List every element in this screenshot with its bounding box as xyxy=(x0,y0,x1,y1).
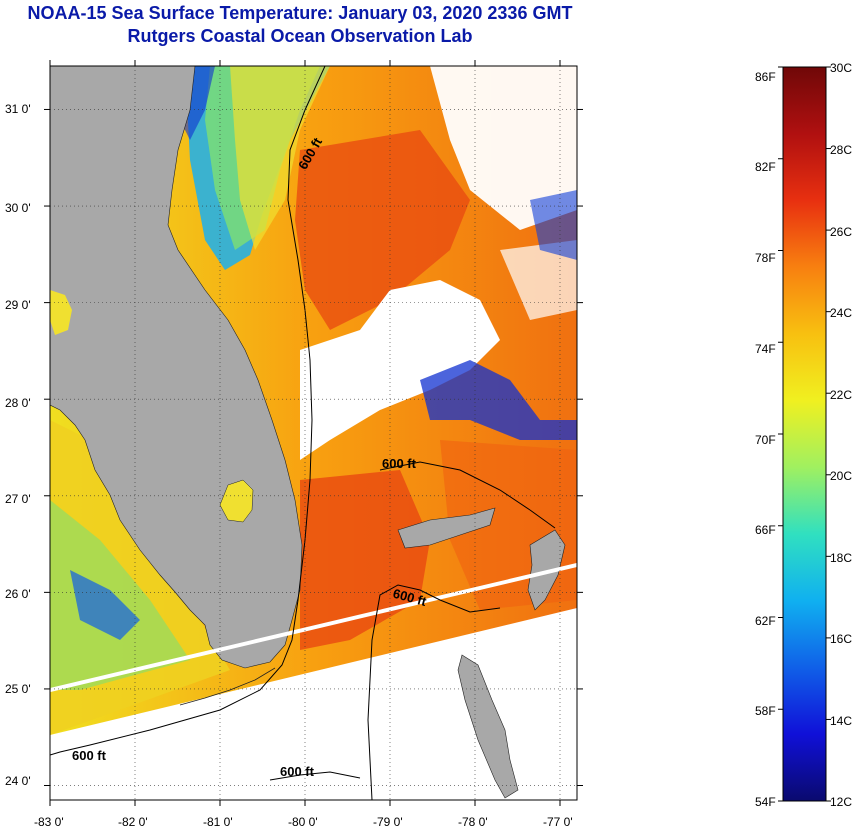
colorbar-ticks xyxy=(778,66,831,802)
colorbar-scale xyxy=(782,66,827,802)
sst-band-red-core xyxy=(295,130,470,330)
lon-tick-label: -80 0' xyxy=(288,815,318,829)
sst-cold-streaks xyxy=(420,360,577,440)
isobath-label: 600 ft xyxy=(280,764,315,779)
lat-tick-label: 24 0' xyxy=(5,774,31,788)
cloud-patch-center xyxy=(300,280,500,460)
lat-tick-label: 30 0' xyxy=(5,201,31,215)
colorbar-c-label: 22C xyxy=(830,388,853,402)
isobath-600ft-bahamas xyxy=(367,584,501,800)
land-big-bend xyxy=(50,290,72,335)
cloud-patch-east xyxy=(500,240,577,320)
sst-cold-east-north xyxy=(530,190,577,260)
colorbar-f-label: 58F xyxy=(755,704,776,718)
isobath-label: 600 ft xyxy=(382,456,417,471)
colorbar-c-label: 12C xyxy=(830,795,853,809)
cloud-patch-north-east xyxy=(430,66,577,230)
lat-tick-label: 28 0' xyxy=(5,396,31,410)
lake-okeechobee xyxy=(219,479,254,523)
map-frame xyxy=(49,65,578,801)
colorbar-f-label: 54F xyxy=(755,795,776,809)
colorbar-c-label: 14C xyxy=(830,714,853,728)
colorbar-c-label: 28C xyxy=(830,143,853,157)
isobath-600ft-lbb xyxy=(379,461,556,529)
colorbar-f-label: 66F xyxy=(755,523,776,537)
lon-tick-label: -77 0' xyxy=(543,815,573,829)
map-image xyxy=(50,66,577,800)
isobath-label: 600 ft xyxy=(72,748,107,763)
colorbar-f-label: 82F xyxy=(755,160,776,174)
colorbar-c-label: 18C xyxy=(830,551,853,565)
lat-tick-label: 27 0' xyxy=(5,492,31,506)
land-andros xyxy=(457,654,519,799)
swath-gap-line xyxy=(50,563,577,692)
colorbar-c-label: 20C xyxy=(830,469,853,483)
colorbar-c-label: 30C xyxy=(830,61,853,75)
sst-band-yellow-north xyxy=(230,66,330,250)
lon-tick-label: -82 0' xyxy=(118,815,148,829)
lon-tick-label: -83 0' xyxy=(34,815,64,829)
colorbar-c-label: 26C xyxy=(830,225,853,239)
lat-tick-label: 31 0' xyxy=(5,102,31,116)
lon-tick-label: -78 0' xyxy=(458,815,488,829)
isobath-600ft-florida xyxy=(50,66,326,756)
florida-keys xyxy=(179,667,276,706)
sst-band-red-south xyxy=(300,470,430,650)
colorbar-c-label: 24C xyxy=(830,306,853,320)
no-data-region xyxy=(50,610,577,800)
lon-tick-label: -81 0' xyxy=(203,815,233,829)
isobath-600ft-south xyxy=(269,771,361,781)
colorbar-f-label: 78F xyxy=(755,251,776,265)
map-subtitle: Rutgers Coastal Ocean Observation Lab xyxy=(127,26,473,46)
colorbar-f-label: 62F xyxy=(755,614,776,628)
sst-gulf-green xyxy=(50,500,190,690)
land-grand-bahama xyxy=(397,507,496,549)
colorbar-c-label: 16C xyxy=(830,632,853,646)
lat-tick-label: 25 0' xyxy=(5,682,31,696)
land-abaco xyxy=(527,529,566,611)
lon-tick-label: -79 0' xyxy=(373,815,403,829)
axis-ticks xyxy=(44,60,583,806)
sst-gulf-blue xyxy=(70,570,140,640)
colorbar-f-label: 74F xyxy=(755,342,776,356)
lat-tick-label: 26 0' xyxy=(5,587,31,601)
colorbar-f-label: 70F xyxy=(755,433,776,447)
map-title: NOAA-15 Sea Surface Temperature: January… xyxy=(27,3,573,23)
colorbar-f-label: 86F xyxy=(755,70,776,84)
lat-tick-label: 29 0' xyxy=(5,298,31,312)
